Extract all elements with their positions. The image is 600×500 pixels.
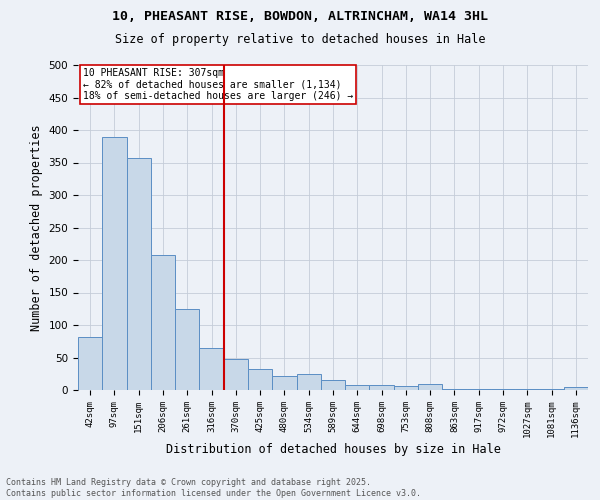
Text: 10, PHEASANT RISE, BOWDON, ALTRINCHAM, WA14 3HL: 10, PHEASANT RISE, BOWDON, ALTRINCHAM, W… bbox=[112, 10, 488, 23]
Bar bbox=[345, 386, 370, 390]
Bar bbox=[564, 388, 588, 390]
Bar bbox=[199, 348, 224, 390]
Bar bbox=[102, 136, 127, 390]
Text: 10 PHEASANT RISE: 307sqm
← 82% of detached houses are smaller (1,134)
18% of sem: 10 PHEASANT RISE: 307sqm ← 82% of detach… bbox=[83, 68, 353, 102]
Bar bbox=[321, 380, 345, 390]
Bar bbox=[272, 376, 296, 390]
Y-axis label: Number of detached properties: Number of detached properties bbox=[30, 124, 43, 331]
Text: Size of property relative to detached houses in Hale: Size of property relative to detached ho… bbox=[115, 32, 485, 46]
Bar bbox=[370, 385, 394, 390]
Bar bbox=[442, 388, 467, 390]
Bar bbox=[127, 158, 151, 390]
Bar bbox=[296, 374, 321, 390]
Bar bbox=[175, 308, 199, 390]
Bar bbox=[248, 368, 272, 390]
X-axis label: Distribution of detached houses by size in Hale: Distribution of detached houses by size … bbox=[166, 443, 500, 456]
Bar bbox=[151, 255, 175, 390]
Bar bbox=[78, 336, 102, 390]
Bar bbox=[418, 384, 442, 390]
Bar bbox=[224, 360, 248, 390]
Text: Contains HM Land Registry data © Crown copyright and database right 2025.
Contai: Contains HM Land Registry data © Crown c… bbox=[6, 478, 421, 498]
Bar bbox=[394, 386, 418, 390]
